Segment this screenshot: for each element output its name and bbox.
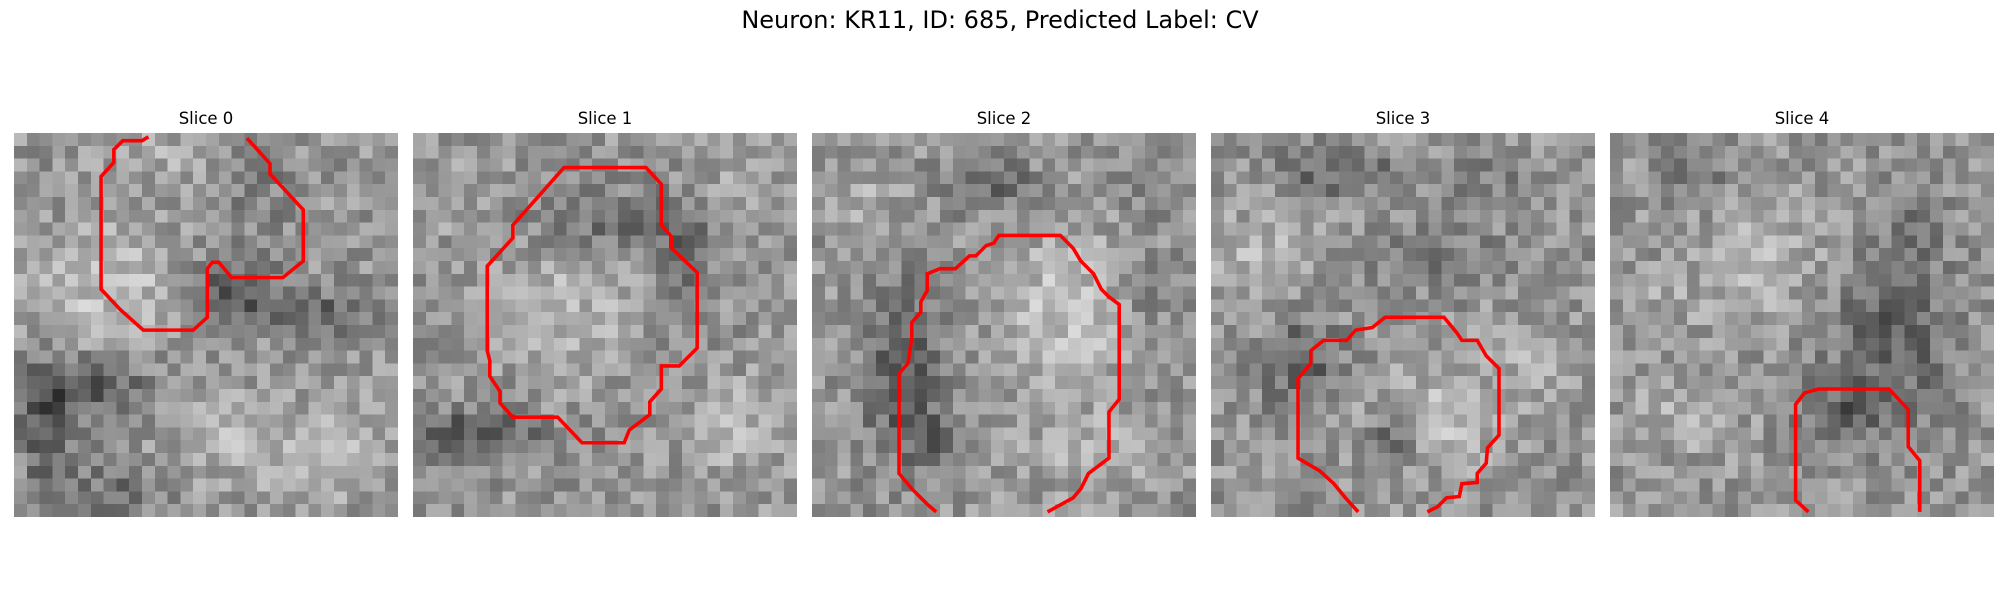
slice-image-3 [1211, 133, 1595, 517]
slice-image-0 [14, 133, 398, 517]
grayscale-micrograph [14, 133, 398, 517]
contour-outline [1793, 387, 1922, 514]
slice-panel-3: Slice 3 [1211, 108, 1595, 517]
slice-panel-4: Slice 4 [1610, 108, 1994, 517]
grayscale-micrograph [812, 133, 1196, 517]
slice-panel-1: Slice 1 [413, 108, 797, 517]
figure-title: Neuron: KR11, ID: 685, Predicted Label: … [741, 6, 1259, 34]
grayscale-micrograph [1211, 133, 1595, 517]
slice-title: Slice 3 [1375, 109, 1431, 128]
grayscale-micrograph [1610, 133, 1994, 517]
contour-outline [99, 135, 306, 332]
slice-image-2 [812, 133, 1196, 517]
slice-image-4 [1610, 133, 1994, 517]
contour-outline [897, 233, 1121, 514]
contour-outline [485, 165, 699, 445]
slice-title: Slice 2 [976, 109, 1032, 128]
slice-image-1 [413, 133, 797, 517]
slice-panel-0: Slice 0 [14, 108, 398, 517]
slice-panel-2: Slice 2 [812, 108, 1196, 517]
grayscale-micrograph [413, 133, 797, 517]
slice-title: Slice 0 [178, 109, 234, 128]
contour-outline [1296, 315, 1501, 514]
slice-title: Slice 1 [577, 109, 633, 128]
slice-title: Slice 4 [1774, 109, 1830, 128]
